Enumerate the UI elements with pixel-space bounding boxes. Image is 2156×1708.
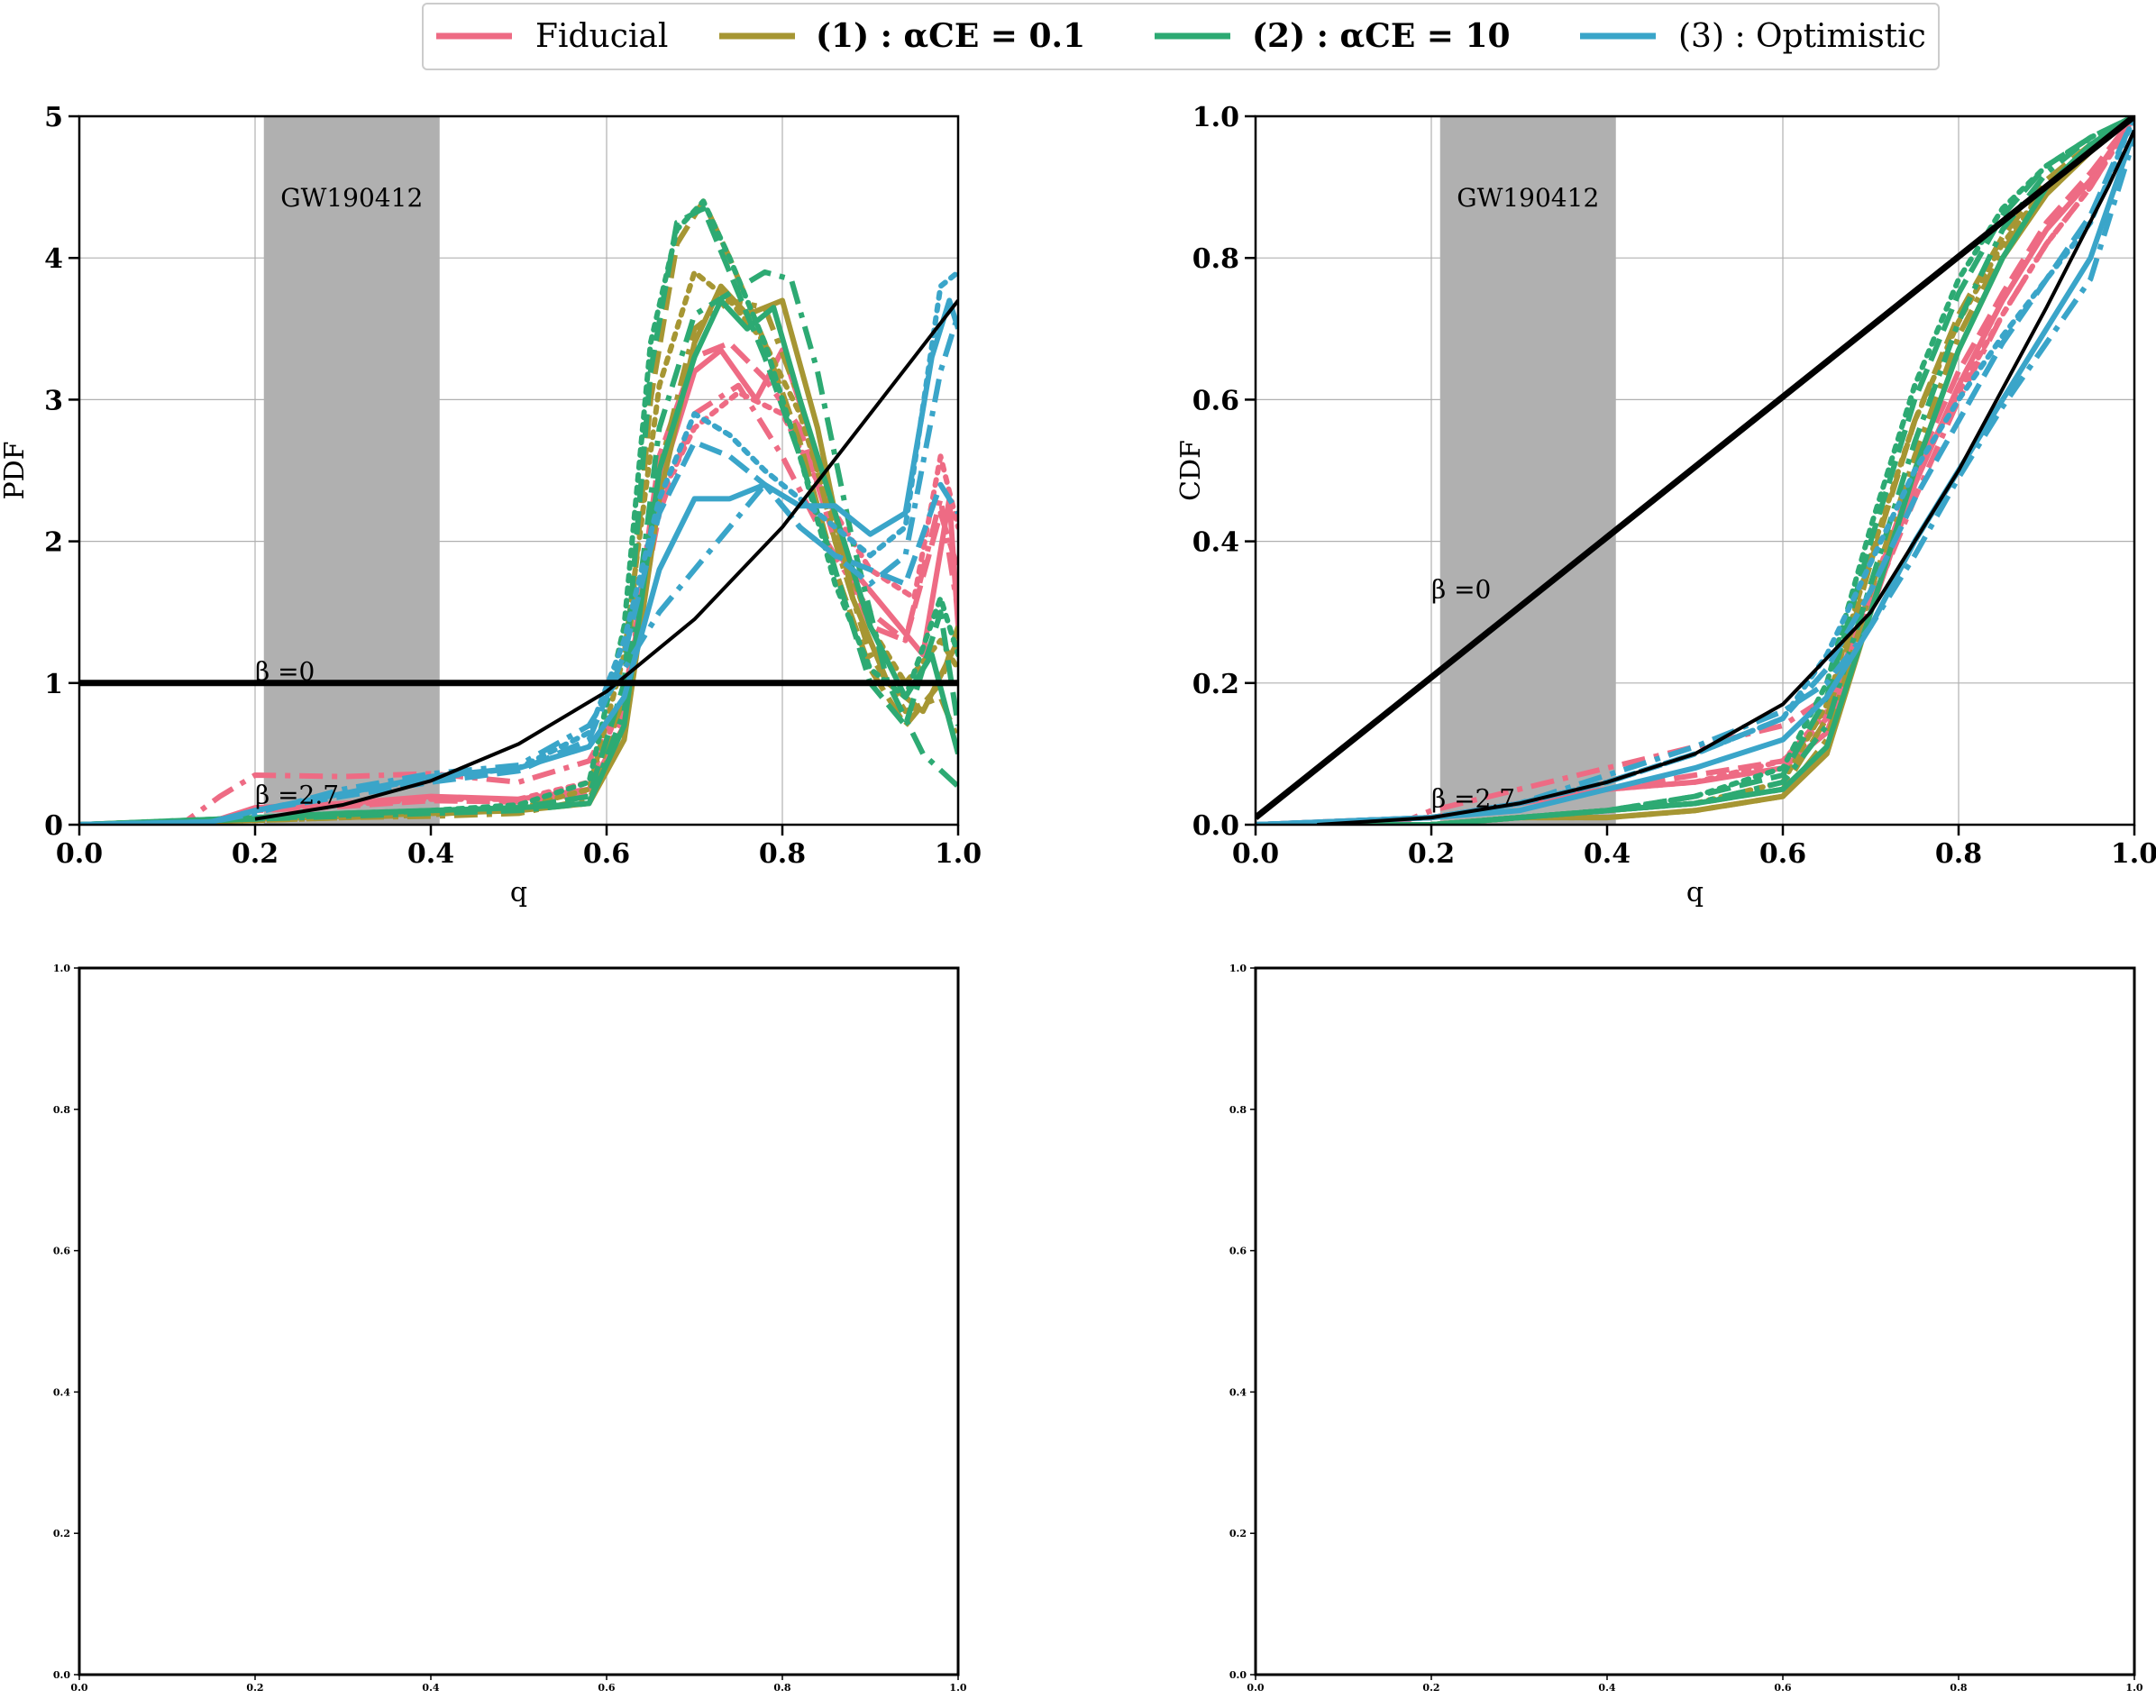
- top-left-ytick-label-2: 2: [44, 527, 63, 559]
- legend-label-alpha-0-1: (1) : αCE = 0.1: [816, 17, 1085, 55]
- top-right-ytick-label-0: 0.0: [1192, 810, 1239, 842]
- bottom-left-frame: [78, 966, 960, 1676]
- top-right-series-14: [1256, 136, 2134, 825]
- legend-entry-alpha-0-1: (1) : αCE = 0.1: [719, 17, 1085, 55]
- bottom-right-ytick-label-0: 0.0: [1229, 1669, 1247, 1681]
- top-left-series-6: [79, 297, 958, 825]
- top-right-x-axis-title: q: [1686, 877, 1704, 909]
- bottom-right-ytick-label-2: 0.4: [1229, 1386, 1247, 1398]
- bottom-right-frame: [1254, 966, 2136, 1676]
- cdf-panel: GW190412 β =0 β =2.7 0.0 0.2 0.4 0.6 0.8 1.0 0.0 0…: [1175, 102, 2156, 909]
- top-right-xtick-label-3: 0.6: [1759, 838, 1806, 870]
- top-left-annotation-0: β =0: [255, 657, 315, 687]
- top-left-series-14: [79, 314, 958, 825]
- top-left-band-label: GW190412: [280, 183, 423, 213]
- top-left-x-axis-title: q: [510, 877, 527, 909]
- top-right-xtick-label-2: 0.4: [1584, 838, 1631, 870]
- bottom-right-xtick-label-4: 0.8: [1950, 1682, 1967, 1694]
- legend: Fiducial (1) : αCE = 0.1 (2) : αCE = 10 …: [422, 3, 1940, 70]
- bottom-left-ytick-label-2: 0.4: [53, 1386, 70, 1398]
- top-right-xtick-label-5: 1.0: [2111, 838, 2156, 870]
- top-right-reference-line-1: [1317, 129, 2134, 825]
- top-right-xtick-label-1: 0.2: [1408, 838, 1455, 870]
- bottom-right-ytick-label-5: 1.0: [1229, 963, 1247, 974]
- top-left-series-10: [79, 269, 958, 825]
- top-right-band-label: GW190412: [1457, 183, 1599, 213]
- top-left-xtick-label-4: 0.8: [759, 838, 806, 870]
- top-left-ytick-label-5: 5: [44, 102, 63, 133]
- top-right-xtick-label-0: 0.0: [1232, 838, 1279, 870]
- bottom-left-xtick-label-3: 0.6: [598, 1682, 615, 1694]
- legend-entry-optimistic: (3) : Optimistic: [1580, 18, 1926, 55]
- bottom-left-ytick-label-4: 0.8: [53, 1104, 70, 1116]
- top-right-reference-line-0: [1256, 116, 2134, 820]
- top-left-xtick-label-0: 0.0: [56, 838, 103, 870]
- top-right-annotation-1: β =2.7: [1431, 783, 1515, 813]
- top-right-gw190412-band: [1439, 116, 1616, 825]
- top-left-series-15: [79, 269, 958, 825]
- legend-label-optimistic: (3) : Optimistic: [1678, 18, 1926, 55]
- bottom-right-ytick-label-1: 0.2: [1229, 1528, 1247, 1539]
- pdf-panel: GW190412 β =0 β =2.7 0.0 0.2 0.4 0.6 0.8 1.0 0 1 2 3…: [0, 102, 982, 909]
- top-left-ytick-label-3: 3: [44, 385, 63, 416]
- top-right-ytick-label-2: 0.4: [1192, 527, 1239, 559]
- top-left-reference-line-1: [254, 299, 958, 821]
- bottom-right-xtick-label-3: 0.6: [1774, 1682, 1791, 1694]
- top-left-xtick-label-2: 0.4: [407, 838, 454, 870]
- legend-entry-alpha-10: (2) : αCE = 10: [1155, 17, 1511, 55]
- bottom-left-xtick-label-5: 1.0: [949, 1682, 966, 1694]
- top-right-series-2: [1256, 116, 2134, 825]
- top-left-series-11: [79, 198, 958, 825]
- top-right-ytick-label-4: 0.8: [1192, 243, 1239, 275]
- top-right-ytick-label-1: 0.2: [1192, 669, 1239, 700]
- top-left-ytick-label-1: 1: [44, 669, 63, 700]
- top-right-frame: [1254, 114, 2136, 827]
- bottom-right-xtick-label-0: 0.0: [1247, 1682, 1264, 1694]
- bottom-left-xtick-label-2: 0.4: [422, 1682, 439, 1694]
- top-left-annotation-1: β =2.7: [255, 780, 339, 809]
- bottom-left-xtick-label-4: 0.8: [773, 1682, 790, 1694]
- bottom-left-xtick-label-1: 0.2: [246, 1682, 263, 1694]
- bottom-right-ytick-label-3: 0.6: [1229, 1246, 1247, 1257]
- top-right-series-12: [1256, 129, 2134, 825]
- top-left-series-13: [79, 439, 958, 825]
- top-left-frame: [78, 114, 960, 827]
- top-right-ytick-label-3: 0.6: [1192, 385, 1239, 416]
- top-left-xtick-label-3: 0.6: [583, 838, 630, 870]
- bottom-right-xtick-label-2: 0.4: [1598, 1682, 1615, 1694]
- top-left-y-axis-title: PDF: [0, 441, 31, 499]
- top-right-annotation-0: β =0: [1431, 574, 1491, 604]
- top-left-ytick-label-0: 0: [44, 810, 63, 842]
- bottom-left-xtick-label-0: 0.0: [70, 1682, 87, 1694]
- bottom-left-ytick-label-3: 0.6: [53, 1246, 70, 1257]
- empty-panel-bottom-left: 0.0 0.2 0.4 0.6 0.8 1.0 0.0 0.2 0.4 0.6 0.8 1.0: [53, 963, 967, 1694]
- legend-label-fiducial: Fiducial: [535, 18, 668, 55]
- bottom-left-ytick-label-1: 0.2: [53, 1528, 70, 1539]
- top-right-y-axis-title: CDF: [1175, 440, 1207, 501]
- top-right-xtick-label-4: 0.8: [1935, 838, 1982, 870]
- legend-entry-fiducial: Fiducial: [436, 18, 668, 55]
- top-left-xtick-label-5: 1.0: [935, 838, 982, 870]
- legend-label-alpha-10: (2) : αCE = 10: [1252, 17, 1511, 55]
- top-left-ytick-label-4: 4: [44, 243, 63, 275]
- bottom-right-ytick-label-4: 0.8: [1229, 1104, 1247, 1116]
- top-left-xtick-label-1: 0.2: [232, 838, 279, 870]
- bottom-left-ytick-label-5: 1.0: [53, 963, 70, 974]
- top-right-ytick-label-5: 1.0: [1192, 102, 1239, 133]
- bottom-right-xtick-label-5: 1.0: [2125, 1682, 2142, 1694]
- empty-panel-bottom-right: 0.0 0.2 0.4 0.6 0.8 1.0 0.0 0.2 0.4 0.6 0.8 1.0: [1229, 963, 2143, 1694]
- top-left-gw190412-band: [263, 116, 440, 825]
- bottom-right-xtick-label-1: 0.2: [1422, 1682, 1439, 1694]
- bottom-left-ytick-label-0: 0.0: [53, 1669, 70, 1681]
